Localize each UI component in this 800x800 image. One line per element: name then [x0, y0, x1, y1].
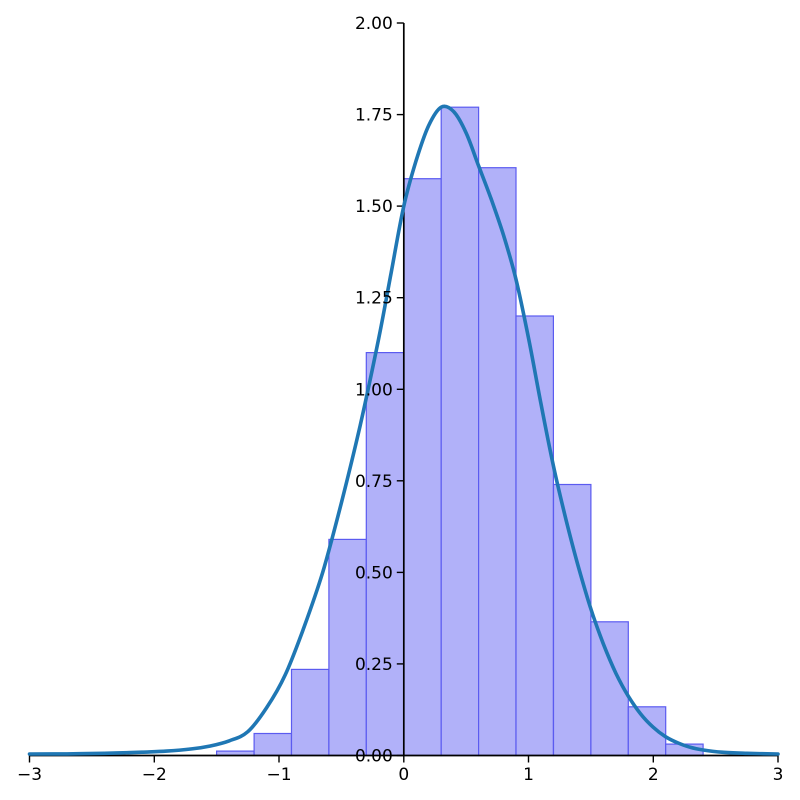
x-tick-label: −3 — [17, 765, 42, 785]
histogram-bars-layer — [216, 106, 704, 757]
y-tick-label: 0.25 — [355, 655, 393, 675]
tick-labels-layer: −3 −2 −1 0 1 2 3 0.00 0.25 0.50 0.75 1.00 1.25 1.50 1.… — [17, 14, 783, 785]
histogram-bar — [290, 668, 330, 757]
y-tick-label: 2.00 — [355, 14, 393, 34]
x-tick-label: 3 — [773, 765, 784, 785]
histogram-bar — [627, 706, 667, 757]
y-tick-label: 0.00 — [355, 747, 393, 767]
x-tick-label: 0 — [398, 765, 409, 785]
density-curve — [27, 104, 780, 756]
histogram-bar — [515, 315, 555, 757]
y-tick-label: 1.25 — [355, 289, 393, 309]
histogram-bar — [365, 352, 405, 757]
y-tick-label: 1.50 — [355, 197, 393, 217]
x-tick-label: −1 — [266, 765, 291, 785]
axes-layer — [28, 22, 779, 763]
histogram-bar — [253, 732, 293, 757]
density-curve-layer — [27, 104, 780, 756]
x-tick-label: 2 — [648, 765, 659, 785]
y-tick-label: 1.00 — [355, 380, 393, 400]
y-tick-label: 1.75 — [355, 106, 393, 126]
histogram-bar — [552, 483, 592, 757]
x-tick-label: 1 — [523, 765, 534, 785]
x-tick-label: −2 — [142, 765, 167, 785]
histogram-bar — [440, 106, 480, 757]
y-tick-label: 0.50 — [355, 563, 393, 583]
histogram-bar — [403, 178, 442, 757]
y-tick-label: 0.75 — [355, 472, 393, 492]
